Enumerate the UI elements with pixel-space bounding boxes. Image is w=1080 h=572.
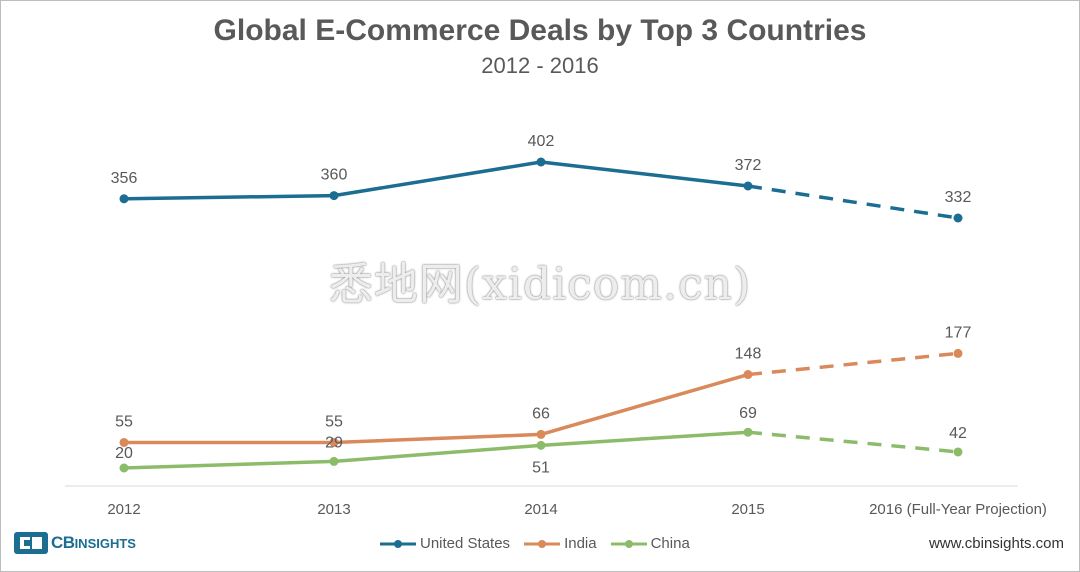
legend-swatch-china [610,539,647,548]
data-label-united-states-2012: 356 [111,170,138,187]
logo-insights: INSIGHTS [74,536,136,551]
x-tick-label-2016-full-year-projection: 2016 (Full-Year Projection) [869,501,1047,518]
x-tick-label-2013: 2013 [317,501,350,518]
series-line-china [123,430,749,470]
data-label-china-2012: 20 [115,445,133,462]
watermark-text: 悉地网(xidicom.cn) [328,259,752,310]
data-point-united-states-2013 [329,191,339,201]
legend-swatch-india [524,539,561,548]
data-label-india-2012: 55 [115,413,133,430]
data-point-united-states-2014 [536,157,546,167]
x-tick-label-2015: 2015 [731,501,764,518]
data-point-india-2015 [743,370,753,380]
data-point-china-2015 [743,427,753,437]
data-label-india-2013: 55 [325,413,343,430]
logo-text: CBINSIGHTS [51,533,136,553]
x-axis-tick-labels: 2012 2013 2014 2015 2016 (Full-Year Projecti… [107,501,1047,518]
data-label-united-states-2016-full-year-projection: 332 [945,189,972,206]
series-projection-line-united-states [747,184,959,220]
data-label-china-2014: 51 [532,459,550,476]
website-url: www.cbinsights.com [928,535,1064,552]
data-label-united-states-2013: 360 [321,167,348,184]
data-point-united-states-2015 [743,181,753,191]
cb-insights-logo-icon [14,532,48,554]
legend-label-united-states: United States [420,535,511,552]
data-label-china-2015: 69 [739,405,757,422]
x-tick-label-2014: 2014 [524,501,557,518]
series-projection-line-india [747,351,959,377]
legend-item-united-states: United States [380,535,510,552]
legend-label-india: India [564,535,597,552]
data-point-india-2014 [536,429,546,439]
data-label-india-2016-full-year-projection: 177 [945,324,972,341]
data-point-china-2012 [119,463,129,473]
series-line-united-states [123,160,749,201]
data-point-china-2014 [536,440,546,450]
series-projection-line-china [747,430,959,454]
series-group: 356 360 402 372 332 55 55 66 148 177 20 29 51 69 42 [111,133,972,476]
data-label-united-states-2014: 402 [528,133,555,150]
cb-insights-logo: CBINSIGHTS [14,531,136,555]
data-point-united-states-2012 [119,194,129,204]
data-point-united-states-2016-full-year-projection [953,213,963,223]
data-point-india-2013 [329,437,339,447]
chart-legend: United States India China [380,535,690,552]
series-united-states: 356 360 402 372 332 [111,133,972,223]
data-label-china-2016-full-year-projection: 42 [949,425,967,442]
x-tick-label-2012: 2012 [107,501,140,518]
legend-swatch-united-states [380,539,416,548]
legend-item-china: China [610,535,690,552]
legend-label-china: China [650,535,690,552]
data-point-china-2016-full-year-projection [953,447,963,457]
chart-subtitle: 2012 - 2016 [481,53,599,78]
series-india: 55 55 66 148 177 [115,324,971,447]
series-line-india [124,372,749,445]
logo-cb: CB [51,533,75,552]
chart-title: Global E-Commerce Deals by Top 3 Countri… [213,14,867,47]
series-china: 20 29 51 69 42 [115,405,967,476]
data-label-china-2013: 29 [325,434,343,451]
data-label-united-states-2015: 372 [735,157,762,174]
data-point-china-2013 [329,456,339,466]
data-label-india-2015: 148 [735,346,762,363]
data-label-india-2014: 66 [532,405,550,422]
data-point-india-2016-full-year-projection [953,348,963,358]
data-point-india-2012 [119,437,129,447]
legend-item-india: India [524,535,597,552]
